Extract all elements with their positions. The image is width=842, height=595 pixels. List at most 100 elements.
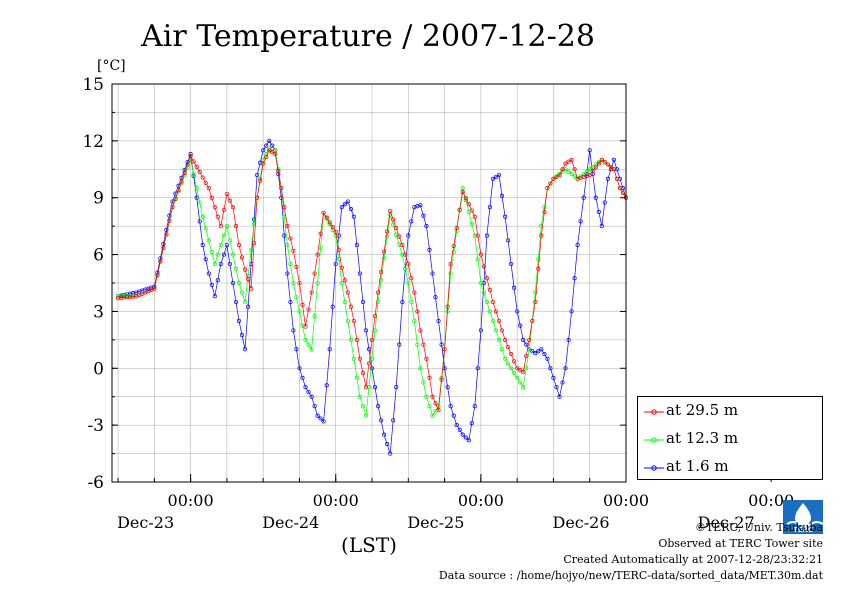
data-point — [509, 261, 514, 267]
data-point — [185, 162, 190, 167]
data-point — [397, 342, 402, 347]
terc-logo-icon: TERC — [783, 500, 823, 534]
data-point — [291, 248, 296, 253]
data-point — [376, 299, 381, 305]
data-point — [611, 167, 616, 172]
data-point — [406, 261, 411, 267]
data-point — [221, 207, 226, 213]
data-point — [282, 205, 287, 210]
data-point — [255, 172, 260, 178]
data-point — [439, 377, 444, 382]
data-point — [221, 252, 226, 257]
data-point — [315, 280, 320, 286]
x-tick-time-label: 00:00 — [748, 491, 794, 510]
data-point — [318, 231, 323, 236]
data-point — [418, 366, 423, 371]
series-line — [118, 147, 627, 417]
data-point — [363, 385, 369, 390]
data-point — [415, 309, 420, 314]
data-point — [197, 219, 202, 224]
data-point — [173, 196, 178, 201]
data-point — [445, 385, 450, 390]
data-point — [475, 233, 480, 238]
x-tick-time-label: 00:00 — [168, 491, 214, 510]
data-point — [515, 375, 520, 380]
data-point — [170, 205, 175, 210]
data-point — [563, 366, 568, 371]
data-point — [430, 413, 435, 418]
data-point — [354, 243, 359, 248]
data-point — [484, 276, 489, 281]
data-point — [315, 413, 320, 418]
data-point — [551, 375, 556, 380]
data-point — [584, 169, 589, 174]
data-point — [421, 342, 426, 347]
data-point — [566, 159, 571, 164]
data-point — [448, 261, 453, 267]
data-point — [330, 304, 335, 309]
data-point — [382, 249, 387, 254]
data-point — [303, 337, 308, 342]
series-at-29-5-m — [115, 148, 629, 413]
data-point — [478, 252, 483, 257]
legend-marker-blue — [644, 465, 664, 471]
data-point — [466, 202, 471, 207]
data-point — [267, 148, 272, 153]
data-point — [372, 314, 378, 319]
data-point — [472, 404, 477, 409]
data-point — [430, 271, 435, 276]
data-point — [176, 188, 181, 193]
data-point — [587, 167, 592, 172]
data-point — [412, 290, 417, 295]
data-point — [227, 198, 232, 203]
data-point — [273, 152, 278, 157]
data-point — [475, 366, 480, 371]
created-text: Created Automatically at 2007-12-28/23:3… — [563, 553, 823, 566]
data-point — [357, 271, 362, 276]
data-point — [309, 290, 314, 295]
data-point — [469, 221, 474, 226]
data-point — [327, 220, 332, 225]
data-point — [503, 356, 508, 361]
data-point — [493, 309, 499, 314]
data-point — [315, 252, 320, 257]
data-point — [572, 276, 577, 281]
data-point — [306, 389, 311, 395]
x-tick-time-label: 00:00 — [603, 491, 649, 510]
data-point — [291, 280, 296, 286]
data-point — [312, 271, 317, 276]
data-point — [388, 451, 393, 456]
data-point — [490, 299, 496, 305]
data-point — [242, 299, 248, 305]
data-point — [360, 299, 366, 305]
data-point — [351, 356, 356, 361]
data-point — [221, 233, 226, 238]
copyright-text: ©TERC, Univ. Tsukuba — [694, 521, 823, 534]
data-point — [484, 299, 489, 305]
data-point — [545, 356, 550, 361]
data-point — [312, 404, 317, 409]
data-point — [342, 278, 347, 283]
data-point — [430, 394, 435, 399]
data-point — [360, 370, 366, 376]
credits: ©TERC, Univ. Tsukuba Observed at TERC To… — [439, 520, 823, 584]
data-point — [321, 419, 326, 424]
data-point — [345, 199, 350, 204]
data-point — [581, 171, 586, 177]
data-point — [457, 427, 462, 432]
data-point — [490, 176, 496, 181]
data-point — [385, 229, 390, 234]
data-point — [382, 432, 387, 437]
data-point — [448, 404, 453, 409]
source-text: Data source : /home/hojyo/new/TERC-data/… — [438, 569, 823, 582]
data-point — [288, 236, 293, 241]
data-point — [209, 282, 214, 287]
data-point — [333, 229, 338, 234]
data-point — [539, 224, 544, 229]
data-point — [503, 214, 508, 219]
data-point — [366, 385, 372, 390]
data-point — [409, 299, 414, 305]
data-point — [463, 435, 468, 440]
data-point — [236, 280, 242, 286]
